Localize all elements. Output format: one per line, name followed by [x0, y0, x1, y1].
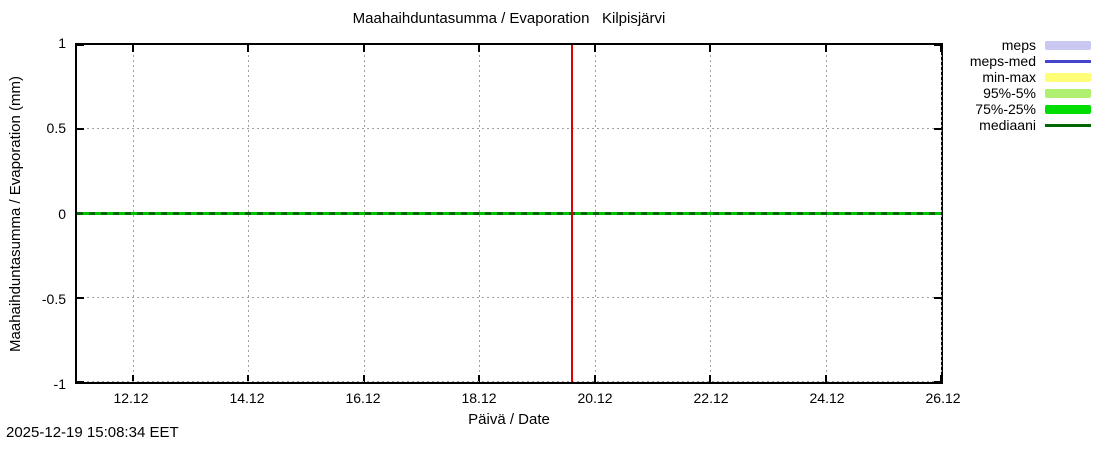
legend-swatch-line — [1045, 123, 1091, 127]
x-axis-label: Päivä / Date — [468, 411, 550, 428]
legend-swatch-band — [1045, 88, 1091, 98]
legend-swatch-line — [1045, 59, 1091, 63]
timestamp: 2025-12-19 15:08:34 EET — [6, 424, 179, 441]
y-tick-label: 0.5 — [46, 120, 66, 137]
y-tick-label: -0.5 — [41, 290, 66, 307]
y-tick-mark-left — [77, 128, 84, 131]
current-time-marker-line — [571, 45, 574, 382]
legend-label: mediaani — [979, 117, 1036, 133]
legend-label: 75%-25% — [975, 101, 1036, 117]
legend-label: min-max — [982, 69, 1036, 85]
x-tick-mark-bottom — [593, 375, 596, 382]
y-tick-mark-right — [934, 44, 941, 46]
x-tick-mark-top — [593, 45, 596, 52]
x-tick-label: 24.12 — [809, 390, 845, 406]
horizontal-gridline — [77, 128, 941, 130]
x-tick-mark-bottom — [824, 375, 827, 382]
x-axis-tick-labels: 12.12 14.12 16.12 18.12 20.12 22.12 24.12 26.12 — [75, 390, 960, 408]
legend-row: meps — [970, 37, 1091, 53]
y-tick-mark-right — [934, 296, 941, 299]
legend-swatch-band — [1045, 104, 1091, 114]
y-tick-mark-right — [934, 381, 941, 383]
y-tick-label: 1 — [58, 35, 66, 51]
x-tick-mark-bottom — [247, 375, 250, 382]
x-tick-mark-bottom — [478, 375, 481, 382]
legend-row: mediaani — [970, 117, 1091, 133]
legend-row: meps-med — [970, 53, 1091, 69]
x-tick-mark-top — [247, 45, 250, 52]
x-tick-label: 20.12 — [577, 390, 613, 406]
x-tick-label: 22.12 — [693, 390, 729, 406]
x-tick-label: 14.12 — [229, 390, 265, 406]
legend-label: meps — [1001, 37, 1036, 53]
chart-title: Maahaihduntasumma / Evaporation Kilpisjä… — [352, 10, 666, 27]
x-tick-mark-bottom — [940, 375, 943, 382]
y-tick-label: 0 — [58, 205, 66, 222]
horizontal-gridline — [77, 381, 941, 382]
x-tick-mark-top — [131, 45, 134, 52]
x-tick-mark-top — [362, 45, 365, 52]
x-tick-mark-bottom — [709, 375, 712, 382]
horizontal-gridline — [77, 296, 941, 298]
vertical-gridline — [941, 45, 943, 382]
x-tick-mark-top — [940, 45, 943, 52]
plot-area — [75, 43, 943, 384]
x-tick-label: 18.12 — [461, 390, 497, 406]
x-tick-label: 16.12 — [345, 390, 381, 406]
y-tick-mark-left — [77, 296, 84, 299]
x-tick-label: 12.12 — [113, 390, 149, 406]
x-tick-mark-bottom — [362, 375, 365, 382]
legend: meps meps-med min-max 95%-5% 75%-25% mediaani — [970, 37, 1091, 133]
legend-label: 95%-5% — [983, 85, 1036, 101]
legend-swatch-band — [1045, 72, 1091, 82]
y-axis-tick-labels: 1 0.5 0 -0.5 -1 — [0, 35, 66, 392]
zero-value-series-line — [77, 211, 941, 215]
legend-label: meps-med — [969, 53, 1036, 69]
x-tick-label: 26.12 — [925, 390, 961, 406]
y-tick-label: -1 — [53, 376, 66, 392]
y-tick-mark-left — [77, 44, 84, 46]
legend-row: 75%-25% — [970, 101, 1091, 117]
x-tick-mark-top — [709, 45, 712, 52]
y-tick-mark-left — [77, 381, 84, 383]
x-tick-mark-top — [478, 45, 481, 52]
legend-swatch-band — [1045, 40, 1091, 50]
y-tick-mark-right — [934, 128, 941, 131]
x-tick-mark-bottom — [131, 375, 134, 382]
legend-row: 95%-5% — [970, 85, 1091, 101]
x-tick-mark-top — [824, 45, 827, 52]
legend-row: min-max — [970, 69, 1091, 85]
